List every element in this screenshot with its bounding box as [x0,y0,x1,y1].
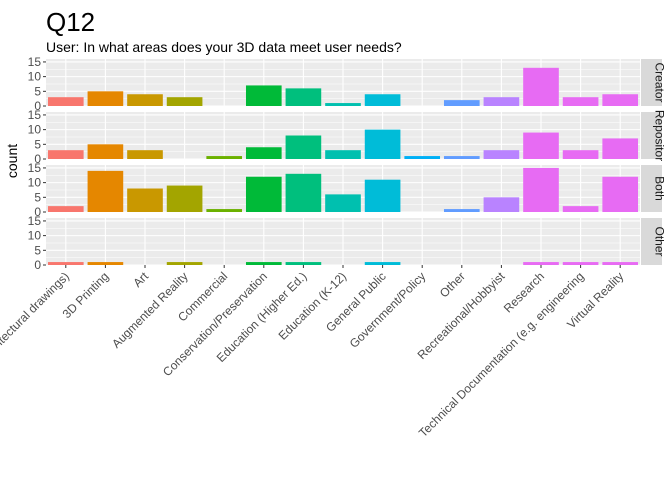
bar-1-12 [523,132,559,159]
x-tick-label: Government/Policy [347,269,429,351]
bar-0-6 [285,88,322,106]
bar-1-14 [602,138,639,159]
bar-0-1 [87,91,124,106]
facet-strip [641,218,662,265]
bar-3-1 [87,262,124,265]
bar-1-13 [562,150,599,159]
bar-2-14 [602,176,639,212]
bar-0-8 [364,94,401,106]
bar-2-8 [364,179,401,212]
x-tick-label: Other [437,269,468,300]
bar-0-2 [127,94,163,106]
y-axis-label: count [4,144,20,178]
y-tick-label: 0 [34,258,41,272]
bar-1-9 [404,156,441,159]
y-tick-label: 5 [34,190,41,204]
y-tick-label: 15 [28,108,42,122]
y-tick-label: 10 [28,229,42,243]
bar-1-8 [364,129,401,159]
y-tick-label: 0 [34,152,41,166]
bar-3-6 [285,262,322,265]
x-tick-labels: itectural drawings)3D Printing ArtAugment… [0,265,626,440]
bar-2-4 [206,209,243,212]
bar-2-1 [87,170,124,212]
y-tick-label: 0 [34,99,41,113]
bar-0-11 [483,97,520,106]
bar-0-14 [602,94,639,106]
chart-title: Q12 [46,7,95,37]
bar-3-13 [562,262,599,265]
y-tick-label: 0 [34,205,41,219]
bar-3-5 [245,262,282,265]
y-tick-label: 10 [28,123,42,137]
facet-strip-label: Both [653,176,667,201]
y-tick-label: 5 [34,137,41,151]
bar-2-7 [325,194,361,212]
facet-strip-label: Repositor [653,110,667,161]
bar-0-12 [523,67,559,106]
y-tick-label: 15 [28,161,42,175]
bar-0-3 [166,97,203,106]
bar-2-10 [443,209,480,212]
bar-2-13 [562,206,599,212]
facet-strip [641,165,662,212]
bar-1-7 [325,150,361,159]
facet-strip-label: Other [653,226,667,256]
bar-1-0 [47,150,84,159]
bar-2-2 [127,188,163,212]
bar-1-5 [245,147,282,159]
bar-2-11 [483,197,520,212]
bar-2-3 [166,185,203,212]
bar-3-14 [602,262,639,265]
bar-1-1 [87,144,124,159]
bar-3-8 [364,262,401,265]
x-tick-label: Education (K-12) [276,269,350,343]
bar-2-0 [47,206,84,212]
x-tick-label: Art [130,269,151,290]
y-tick-label: 5 [34,243,41,257]
bar-0-13 [562,97,599,106]
chart-subtitle: User: In what areas does your 3D data me… [46,39,402,55]
bar-1-11 [483,150,520,159]
bar-0-10 [443,100,480,106]
y-tick-label: 5 [34,84,41,98]
y-tick-label: 10 [28,70,42,84]
bar-0-0 [47,97,84,106]
facet-strip [641,112,662,159]
bar-3-0 [47,262,84,265]
y-tick-label: 15 [28,214,42,228]
y-tick-label: 15 [28,55,42,69]
bar-0-5 [245,85,282,106]
facet-strip-label: Creator [653,62,667,102]
bar-1-10 [443,156,480,159]
bar-3-12 [523,262,559,265]
bar-1-6 [285,135,322,159]
y-tick-label: 10 [28,176,42,190]
bar-0-7 [325,103,361,106]
bar-2-12 [523,167,559,212]
facet-strip [641,59,662,106]
bar-3-3 [166,262,203,265]
bar-1-2 [127,150,163,159]
bar-2-5 [245,176,282,212]
bar-1-4 [206,156,243,159]
bar-2-6 [285,173,322,212]
